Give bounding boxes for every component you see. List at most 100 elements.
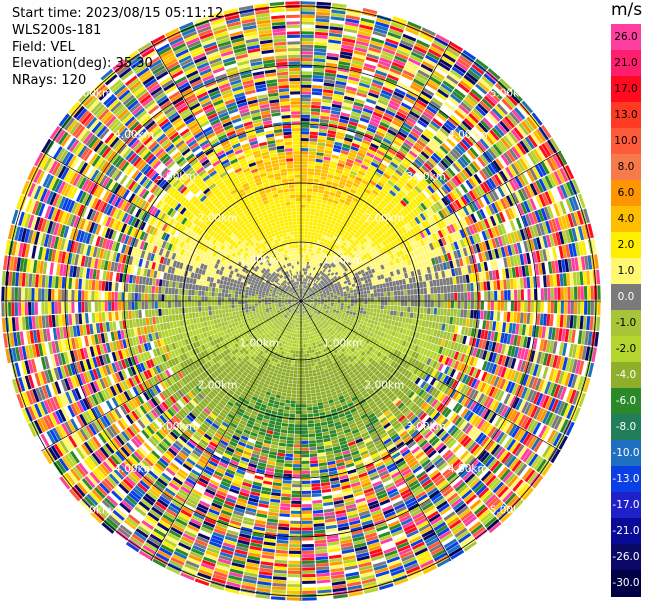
velocity-gate [457,185,466,195]
velocity-gate [467,265,472,274]
velocity-gate [327,174,334,179]
velocity-gate [354,264,359,270]
velocity-gate [304,301,308,303]
velocity-gate [496,122,508,135]
velocity-gate [427,185,435,194]
velocity-gate [352,286,357,290]
velocity-gate [305,278,307,282]
velocity-gate [497,354,504,365]
velocity-gate [314,279,318,283]
velocity-gate [413,288,418,295]
velocity-gate [424,274,429,281]
velocity-gate [324,303,328,305]
velocity-gate [379,283,383,289]
velocity-gate [426,328,432,335]
velocity-gate [402,217,409,225]
velocity-gate [307,235,312,239]
velocity-gate [310,285,314,288]
velocity-gate [586,270,591,285]
velocity-gate [312,267,316,271]
velocity-gate [421,333,427,341]
velocity-gate [379,248,385,254]
velocity-gate [321,267,325,272]
velocity-gate [475,348,481,358]
velocity-gate [480,329,485,339]
velocity-gate [525,324,530,336]
velocity-gate [400,161,410,169]
velocity-gate [377,193,385,200]
velocity-gate [316,1,332,6]
velocity-gate [402,33,417,42]
velocity-gate [446,181,454,191]
velocity-gate [310,346,314,350]
velocity-gate [347,124,357,130]
velocity-gate [452,201,460,211]
velocity-gate [315,162,323,166]
velocity-gate [460,301,464,309]
velocity-gate [317,287,321,290]
velocity-gate [302,271,304,275]
velocity-gate [388,28,403,37]
velocity-gate [494,105,506,118]
velocity-gate [569,315,574,329]
velocity-gate [426,105,438,115]
velocity-gate [414,172,423,181]
velocity-gate [308,231,312,236]
velocity-gate [578,193,586,209]
velocity-gate [414,75,427,84]
velocity-gate [346,308,351,312]
velocity-gate [347,303,351,306]
velocity-gate [324,296,328,299]
velocity-gate [310,299,314,301]
velocity-gate [465,192,474,202]
velocity-gate [380,274,385,280]
velocity-gate [382,115,393,123]
velocity-gate [325,222,331,227]
velocity-gate [538,145,549,159]
velocity-gate [559,314,564,328]
velocity-gate [416,269,422,276]
velocity-gate [382,86,394,94]
velocity-gate [438,322,443,331]
velocity-gate [314,271,318,275]
velocity-gate [516,242,523,254]
velocity-gate [323,156,331,161]
velocity-gate [366,152,375,159]
velocity-gate [392,259,397,265]
velocity-gate [303,285,306,289]
velocity-gate [337,296,341,299]
velocity-gate [480,262,485,272]
velocity-gate [310,289,314,292]
velocity-gates [1,1,601,601]
velocity-gate [301,11,315,15]
velocity-gate [332,97,344,102]
velocity-gate [350,301,354,304]
velocity-gate [550,204,558,218]
velocity-gate [514,176,523,189]
velocity-gate [326,273,331,277]
velocity-gate [327,215,333,220]
velocity-gate [371,316,376,321]
velocity-gate [307,297,311,299]
velocity-gate [433,286,438,294]
velocity-gate [437,230,444,238]
velocity-gate [310,211,315,216]
velocity-gate [355,275,360,280]
velocity-gate [308,283,311,287]
velocity-gate [321,234,326,239]
velocity-gate [384,251,390,257]
velocity-gate [452,333,458,342]
velocity-gate [480,119,491,131]
velocity-gate [321,252,325,257]
velocity-gate [372,219,379,226]
velocity-gate [308,225,313,229]
velocity-gate [317,375,322,379]
velocity-gate [406,60,420,69]
velocity-gate [340,263,345,268]
velocity-gate [482,194,491,205]
velocity-gate [523,118,535,132]
velocity-gate [494,125,505,137]
velocity-gate [309,288,312,292]
velocity-gate [312,278,316,282]
velocity-gate [408,166,417,175]
